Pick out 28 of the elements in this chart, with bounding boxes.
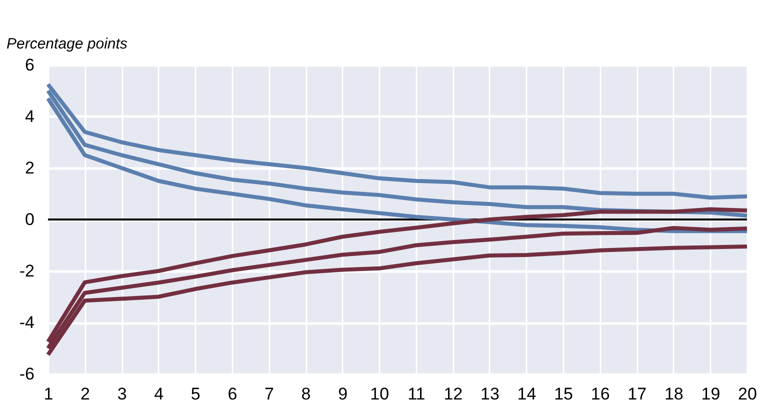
x-tick-label: 2 <box>80 384 90 404</box>
y-axis-title: Percentage points <box>6 36 128 52</box>
y-tick-label: 0 <box>25 210 34 229</box>
x-tick-label: 3 <box>117 384 127 404</box>
x-tick-label: 10 <box>370 384 390 404</box>
x-tick-label: 7 <box>264 384 274 404</box>
y-tick-label: -2 <box>19 262 34 280</box>
x-tick-label: 14 <box>517 384 536 404</box>
x-tick-label: 16 <box>590 384 610 404</box>
x-tick-label: 17 <box>628 384 647 404</box>
y-tick-label: 4 <box>25 107 34 126</box>
y-tick-label: -6 <box>19 364 34 384</box>
x-tick-label: 18 <box>664 384 684 404</box>
x-tick-label: 5 <box>190 384 200 404</box>
x-tick-label: 12 <box>444 384 463 404</box>
y-tick-label: 2 <box>25 158 34 178</box>
x-tick-label: 20 <box>738 384 757 404</box>
x-tick-label: 1 <box>44 384 54 404</box>
x-tick-label: 8 <box>301 384 311 404</box>
y-tick-label: -4 <box>19 313 34 332</box>
y-tick-label: 6 <box>25 56 34 74</box>
x-tick-label: 6 <box>228 384 238 404</box>
x-tick-label: 9 <box>338 384 348 404</box>
x-tick-label: 4 <box>154 384 164 404</box>
x-tick-label: 13 <box>480 384 500 404</box>
x-tick-label: 11 <box>408 384 426 404</box>
x-tick-label: 15 <box>554 384 574 404</box>
x-tick-label: 19 <box>701 384 720 404</box>
